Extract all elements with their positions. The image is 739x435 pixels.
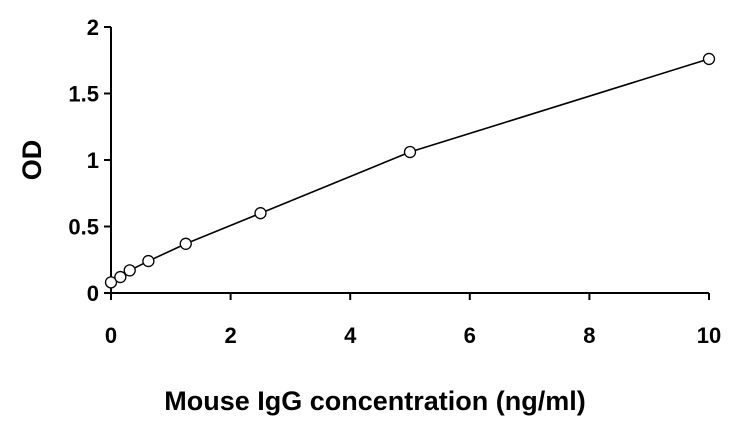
x-tick-label: 10 bbox=[697, 323, 721, 348]
series-group bbox=[104, 52, 716, 289]
y-axis-title: OD bbox=[17, 140, 47, 181]
x-axis-title: Mouse IgG concentration (ng/ml) bbox=[164, 386, 586, 416]
y-tick-label: 0 bbox=[87, 281, 99, 306]
y-tick-label: 0.5 bbox=[68, 215, 99, 240]
data-point bbox=[114, 270, 127, 284]
x-tick-label: 2 bbox=[224, 323, 236, 348]
x-axis-ticks: 0 2 4 6 8 10 bbox=[105, 293, 721, 348]
data-point bbox=[702, 52, 716, 66]
data-point bbox=[104, 276, 118, 289]
data-point bbox=[123, 264, 136, 277]
series-line bbox=[110, 58, 710, 284]
x-tick-label: 6 bbox=[464, 323, 476, 348]
data-point bbox=[254, 207, 267, 220]
y-axis-ticks: 0 0.5 1 1.5 2 bbox=[68, 15, 111, 306]
y-tick-label: 1.5 bbox=[68, 82, 99, 107]
x-tick-label: 0 bbox=[105, 323, 117, 348]
x-tick-label: 4 bbox=[344, 323, 357, 348]
data-point bbox=[142, 254, 155, 268]
data-point bbox=[403, 145, 417, 159]
x-tick-label: 8 bbox=[583, 323, 595, 348]
y-tick-label: 1 bbox=[87, 148, 99, 173]
data-point bbox=[179, 237, 192, 250]
y-tick-label: 2 bbox=[87, 15, 99, 40]
